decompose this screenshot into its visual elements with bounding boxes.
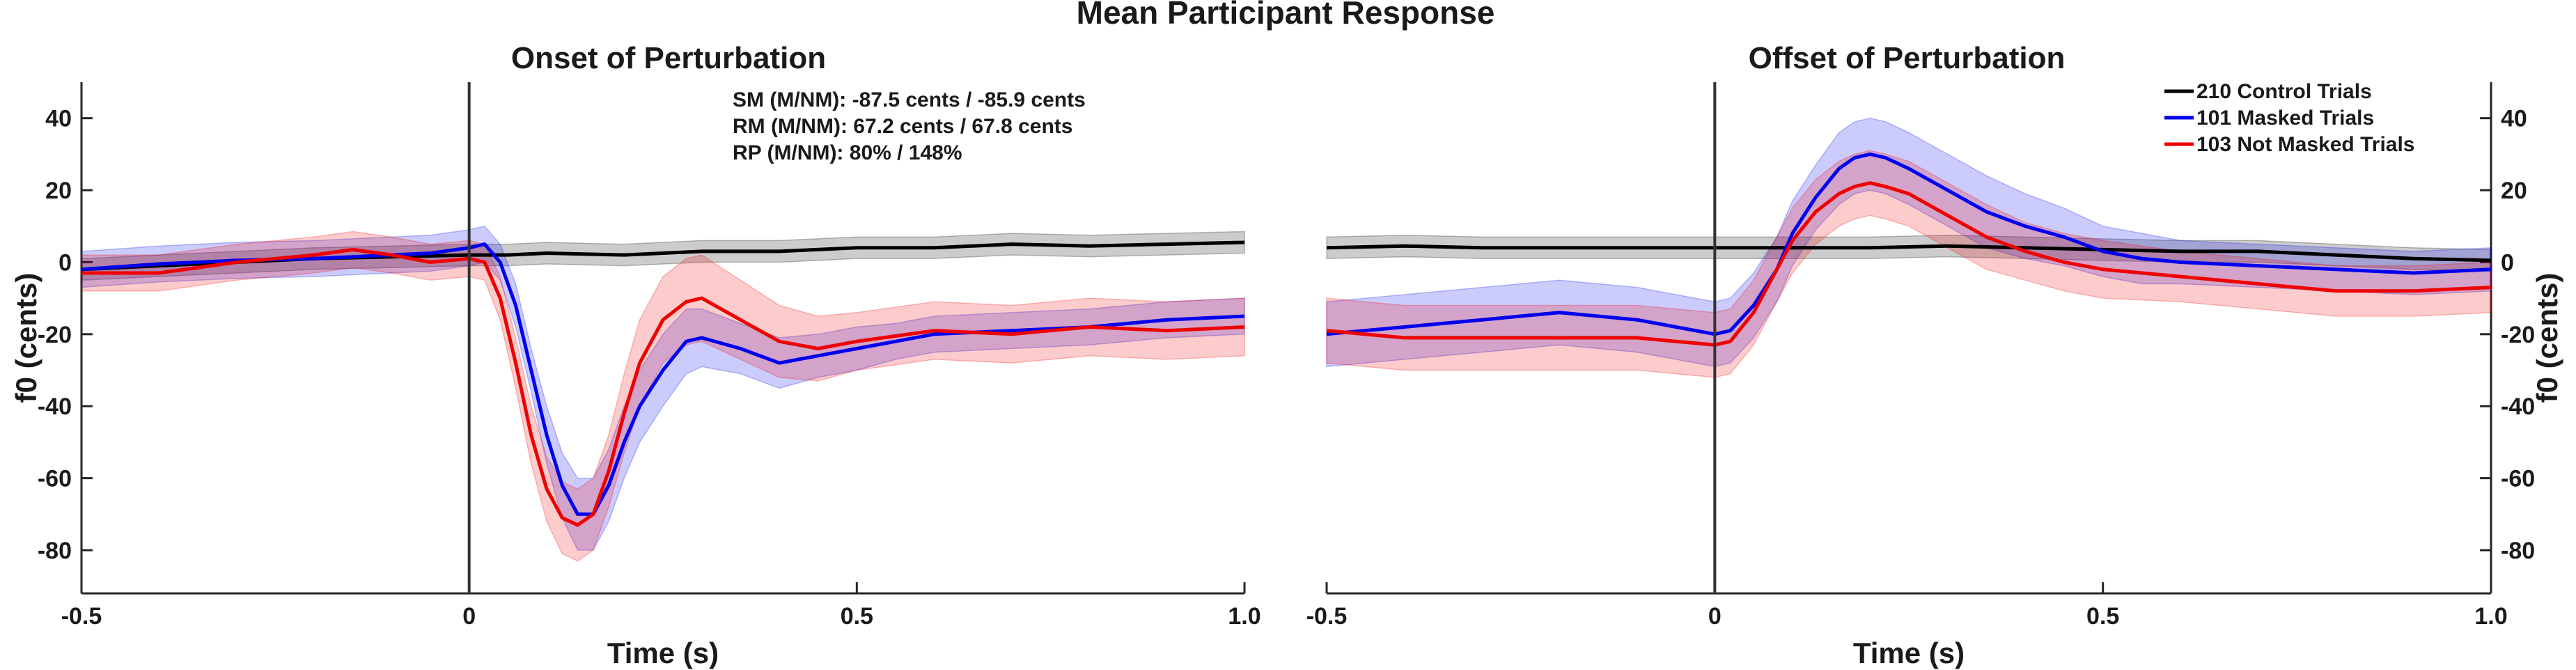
onset-y-tick-label: -20 bbox=[38, 322, 72, 348]
onset-y-tick-label: 40 bbox=[45, 106, 72, 132]
offset-x-axis-label: Time (s) bbox=[1853, 637, 1965, 669]
offset-x-tick-label: 0.5 bbox=[2086, 603, 2119, 630]
onset-x-tick-label: 1.0 bbox=[1228, 603, 1260, 630]
offset-band-not-masked bbox=[1326, 150, 2492, 378]
offset-band-masked bbox=[1326, 117, 2492, 368]
offset-x-tick-label: 1.0 bbox=[2474, 603, 2507, 630]
legend-label-control: 210 Control Trials bbox=[2196, 80, 2372, 103]
offset-y-tick-label: -80 bbox=[2501, 538, 2535, 564]
onset-band-masked bbox=[81, 225, 1245, 551]
offset-panel: Offset of Perturbation 40 20 0 -20 -40 -60 -80 -… bbox=[1306, 41, 2563, 669]
offset-y-tick-label: -20 bbox=[2501, 322, 2535, 348]
offset-x-tick-label: -0.5 bbox=[1306, 603, 1348, 630]
onset-x-tick-label: 0.5 bbox=[841, 603, 873, 630]
offset-x-tick-label: 0 bbox=[1708, 603, 1722, 630]
offset-y-tick-label: 0 bbox=[2501, 249, 2514, 276]
onset-line-masked bbox=[81, 242, 1245, 516]
offset-y-tick-label: -40 bbox=[2501, 394, 2535, 420]
onset-y-tick-label: -80 bbox=[38, 538, 72, 564]
offset-y-tick-label: 40 bbox=[2501, 106, 2527, 132]
onset-panel-title: Onset of Perturbation bbox=[511, 41, 826, 75]
figure-title: Mean Participant Response bbox=[1077, 0, 1495, 31]
legend-label-masked: 101 Masked Trials bbox=[2196, 107, 2374, 130]
annotation-sm: SM (M/NM): -87.5 cents / -85.9 cents bbox=[733, 88, 1086, 111]
offset-y-tick-label: -60 bbox=[2501, 466, 2535, 492]
offset-y-axis-label: f0 (cents) bbox=[2531, 273, 2563, 403]
offset-panel-title: Offset of Perturbation bbox=[1749, 41, 2066, 75]
annotation-rm: RM (M/NM): 67.2 cents / 67.8 cents bbox=[733, 115, 1072, 138]
legend-label-not-masked: 103 Not Masked Trials bbox=[2196, 133, 2414, 156]
onset-y-tick-label: -60 bbox=[38, 466, 72, 492]
stats-annotation: SM (M/NM): -87.5 cents / -85.9 cents RM … bbox=[733, 88, 1086, 164]
onset-y-tick-label: -40 bbox=[38, 394, 72, 420]
onset-x-tick-label: 0 bbox=[462, 603, 476, 630]
legend: 210 Control Trials 101 Masked Trials 103… bbox=[2164, 80, 2414, 156]
offset-line-masked bbox=[1326, 152, 2492, 336]
onset-line-not-masked bbox=[81, 247, 1245, 527]
onset-y-axis-label: f0 (cents) bbox=[10, 273, 42, 403]
annotation-rp: RP (M/NM): 80% / 148% bbox=[733, 141, 962, 164]
onset-panel: Onset of Perturbation 40 20 0 -20 -40 -60 -80 -0… bbox=[10, 41, 1261, 669]
offset-y-tick-label: 20 bbox=[2501, 178, 2527, 204]
onset-y-tick-label: 0 bbox=[58, 249, 72, 276]
offset-line-not-masked bbox=[1326, 181, 2492, 347]
onset-band-not-masked bbox=[81, 231, 1245, 562]
offset-line-control bbox=[1326, 244, 2492, 263]
onset-x-axis-label: Time (s) bbox=[607, 637, 719, 669]
onset-band-control bbox=[81, 231, 1245, 281]
onset-x-tick-label: -0.5 bbox=[61, 603, 102, 630]
onset-y-tick-label: 20 bbox=[45, 178, 72, 204]
